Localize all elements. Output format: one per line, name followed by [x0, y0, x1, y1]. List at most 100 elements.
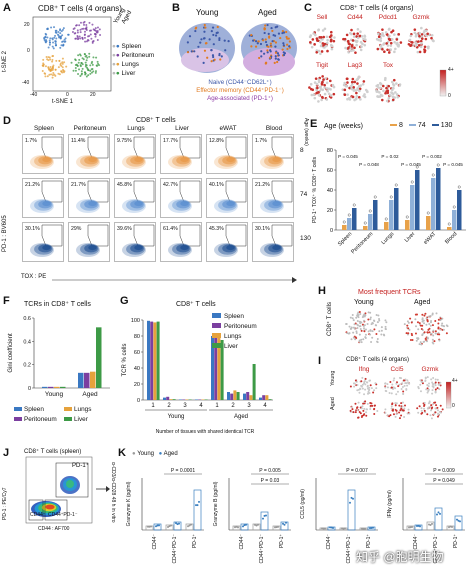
- tsne-point: [90, 37, 93, 40]
- scale-c-max: 4+: [448, 67, 454, 73]
- tcr-point: [378, 318, 381, 321]
- i-point: [423, 407, 426, 410]
- feature-point: [325, 35, 329, 39]
- k-data-point: [257, 523, 259, 526]
- tcr-point: [418, 322, 421, 325]
- k-data-point: [195, 504, 197, 507]
- panel-j-xlabel: CD44 : AF700: [38, 526, 70, 532]
- tsne-point: [54, 44, 57, 47]
- feature-point: [361, 42, 364, 46]
- flow-plot-j: [25, 456, 93, 524]
- tsne-point: [49, 69, 52, 72]
- feature-point: [418, 34, 421, 38]
- legend-dot-aged: ●: [115, 43, 120, 50]
- tcr-point: [358, 340, 361, 343]
- i-point: [389, 414, 392, 417]
- umap-point: [203, 49, 207, 52]
- tsne-point: [74, 66, 77, 69]
- feature-point: [321, 75, 324, 78]
- feature-point: [375, 84, 379, 88]
- feature-point: [318, 40, 322, 44]
- tcr-point: [357, 311, 360, 314]
- tcr-point: [363, 319, 366, 322]
- tsne-x-tick-2: 0: [66, 92, 69, 98]
- panel-h-aged: Aged: [414, 299, 431, 306]
- feature-point: [410, 40, 413, 44]
- tcr-point: [354, 336, 357, 339]
- g-legend-label: Peritoneum: [224, 323, 257, 330]
- i-point: [389, 381, 392, 384]
- i-point: [396, 390, 399, 393]
- feature-point: [321, 42, 325, 45]
- i-point: [366, 387, 369, 390]
- feature-point: [316, 86, 319, 90]
- e-data-point: [352, 203, 356, 207]
- g-bar: [182, 399, 186, 400]
- umap-point: [250, 33, 253, 37]
- f-legend-swatch: [64, 407, 72, 411]
- tsne-point: [86, 66, 89, 69]
- tsne-point: [44, 72, 47, 75]
- feature-point: [391, 29, 395, 33]
- tcr-point: [443, 325, 446, 328]
- umap-point: [269, 50, 272, 53]
- i-point: [357, 416, 360, 419]
- umap-point: [196, 55, 199, 58]
- i-point: [384, 408, 387, 411]
- i-feature-plot: [416, 400, 444, 420]
- k-bar: [406, 525, 415, 531]
- tsne-point: [95, 31, 98, 34]
- feature-point: [326, 89, 329, 93]
- tsne-point: [92, 70, 95, 73]
- umap-point: [260, 50, 263, 53]
- g-bar: [169, 399, 173, 400]
- feature-point: [387, 51, 391, 54]
- e-data-point: [373, 195, 377, 199]
- tsne-point: [53, 36, 56, 39]
- umap-point: [265, 43, 269, 47]
- flow-contour-plot: 40.1%: [206, 178, 248, 218]
- legend-dot-aged: ●: [115, 70, 120, 77]
- e-data-point: [394, 183, 398, 187]
- i-point: [420, 412, 423, 415]
- i-point: [369, 404, 372, 407]
- k-bar: [153, 523, 162, 531]
- umap-point: [194, 27, 197, 30]
- flow-gate: [225, 180, 247, 203]
- tsne-x-tick-3: 20: [90, 92, 96, 98]
- tsne-point: [57, 30, 60, 33]
- f-legend-item: Lungs: [64, 405, 114, 415]
- tsne-point: [90, 71, 93, 74]
- i-point: [432, 376, 435, 379]
- umap-point: [262, 39, 265, 42]
- feature-point: [349, 84, 353, 88]
- i-point: [404, 404, 407, 407]
- k-data-point: [457, 519, 460, 522]
- tsne-point: [94, 29, 97, 32]
- e-bar: [373, 200, 378, 230]
- tsne-point: [84, 73, 87, 76]
- g-bar: [204, 399, 208, 400]
- i-point: [395, 413, 398, 416]
- feature-point: [395, 93, 399, 96]
- i-point: [405, 382, 408, 385]
- k-data-point: [274, 526, 276, 529]
- f-x-label: Aged: [82, 391, 98, 398]
- umap-point: [202, 61, 205, 64]
- i-feature-plot: [383, 401, 411, 420]
- feature-point: [323, 86, 326, 89]
- tcr-point: [372, 319, 375, 322]
- k-pvalue: P = 0.0001: [171, 468, 195, 474]
- umap-point: [274, 57, 277, 60]
- k-data-point: [329, 526, 331, 529]
- i-point: [390, 392, 393, 395]
- feature-point: [393, 96, 396, 99]
- g-bar: [179, 399, 182, 400]
- f-bar: [54, 386, 60, 388]
- flow-contour-plot: 30.1%: [22, 222, 64, 262]
- flow-tissue-label: Lungs: [127, 125, 145, 132]
- flow-frame: [160, 222, 202, 262]
- panel-i-title: CD8⁺ T cells (4 organs): [346, 357, 409, 363]
- feature-point: [356, 82, 359, 85]
- feature-point: [357, 95, 361, 99]
